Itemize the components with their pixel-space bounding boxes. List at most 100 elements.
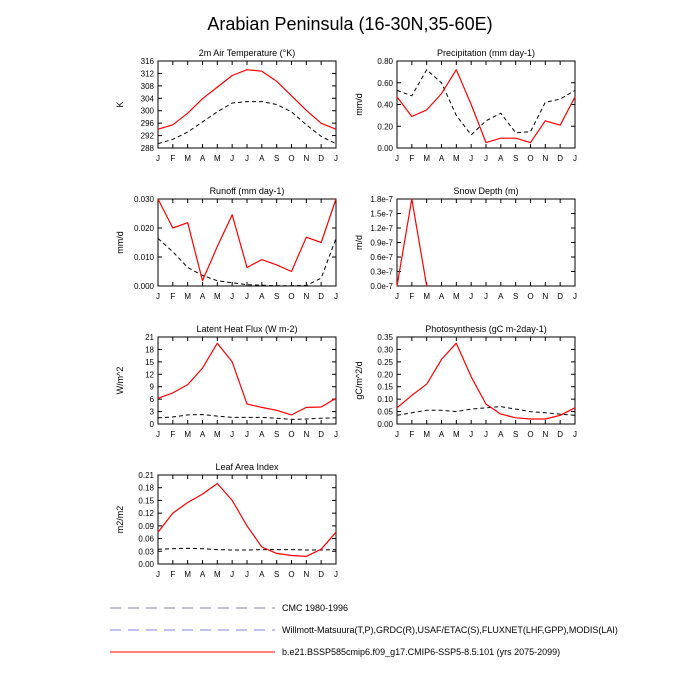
x-tick-label: N [542,154,548,163]
y-tick-label: 0.00 [138,560,154,569]
y-tick-label: 0.6e-7 [370,253,393,262]
panel-snow-depth: Snow Depth (m) m/d 0.0e-7 0.3e-7 0.6e-7 0.9e-… [354,186,577,301]
x-tick-label: J [334,430,338,439]
panel-title: Snow Depth (m) [453,186,518,196]
panel-title: Runoff (mm day-1) [210,186,285,196]
y-tick-label: 0.09 [138,522,154,531]
legend-label: Willmott-Matsuura(T,P),GRDC(R),USAF/ETAC… [282,625,618,635]
x-tick-label: M [453,154,460,163]
x-tick-label: A [200,430,206,439]
y-tick-label: 0 [150,420,155,429]
x-tick-label: M [214,430,221,439]
x-tick-label: A [498,430,504,439]
x-tick-label: D [557,430,563,439]
y-tick-label: 0.03 [138,547,154,556]
y-tick-label: 0.30 [377,345,393,354]
y-tick-label: 0.020 [134,224,155,233]
y-tick-label: 1.5e-7 [370,210,393,219]
y-tick-label: 292 [141,132,155,141]
y-axis-label: K [115,101,125,107]
x-tick-label: A [439,292,445,301]
x-tick-label: D [557,292,563,301]
y-axis-label: W/m^2 [115,367,125,395]
x-tick-label: F [170,570,175,579]
x-tick-label: M [184,570,191,579]
x-tick-label: A [259,154,265,163]
y-tick-label: 1.2e-7 [370,224,393,233]
x-tick-label: J [156,154,160,163]
model-series-line [157,69,337,130]
y-tick-label: 9 [150,383,155,392]
y-tick-label: 3 [150,408,155,417]
model-series-line [396,69,576,144]
x-tick-label: J [230,154,234,163]
x-tick-label: J [469,154,473,163]
y-tick-label: 0.60 [377,79,393,88]
x-tick-label: J [573,430,577,439]
x-tick-label: J [395,292,399,301]
x-tick-label: J [245,154,249,163]
page-title: Arabian Peninsula (16-30N,35-60E) [207,14,492,34]
x-tick-label: M [423,430,430,439]
x-tick-label: F [170,292,175,301]
x-tick-label: M [184,430,191,439]
y-tick-label: 0.05 [377,408,393,417]
x-tick-label: J [156,292,160,301]
y-axis-label: m2/m2 [115,506,125,534]
panel-2m-air-temperature: 2m Air Temperature (°K) K 288 292 296 300 304 3… [115,48,338,163]
panel-title: Precipitation (mm day-1) [437,48,535,58]
y-axis-label: m/d [354,235,364,250]
x-tick-label: M [453,430,460,439]
x-tick-label: J [395,154,399,163]
y-tick-label: 0.9e-7 [370,239,393,248]
x-tick-label: J [334,154,338,163]
x-tick-label: J [469,430,473,439]
y-tick-label: 6 [150,395,155,404]
x-tick-label: F [409,292,414,301]
y-tick-label: 0.00 [377,144,393,153]
y-tick-label: 312 [141,69,155,78]
obs-series-line [396,69,576,136]
panel-title: Photosynthesis (gC m-2day-1) [425,324,547,334]
model-series-line [157,342,337,416]
panel-title: 2m Air Temperature (°K) [199,48,295,58]
x-tick-label: S [274,292,279,301]
obs-series-line [157,414,337,420]
x-tick-label: S [513,154,518,163]
obs-series-line [396,406,576,416]
plot-frame [157,474,337,565]
panel-photosynthesis: Photosynthesis (gC m-2day-1) gC/m^2/d 0.00… [354,324,577,439]
x-tick-label: J [469,292,473,301]
y-tick-label: 0.15 [138,496,154,505]
y-tick-label: 0.20 [377,122,393,131]
x-tick-label: N [303,430,309,439]
x-tick-label: F [409,154,414,163]
plot-frame [396,198,576,287]
y-tick-label: 0.40 [377,101,393,110]
y-tick-label: 18 [145,345,154,354]
x-tick-label: J [230,292,234,301]
y-tick-label: 1.8e-7 [370,195,393,204]
plot-frame [396,60,576,149]
y-axis-label: gC/m^2/d [354,361,364,399]
x-tick-label: O [288,292,294,301]
x-tick-label: J [245,430,249,439]
x-tick-label: O [288,570,294,579]
x-tick-label: J [484,154,488,163]
y-tick-label: 308 [141,82,155,91]
x-tick-label: M [423,292,430,301]
x-tick-label: A [498,154,504,163]
x-tick-label: M [184,154,191,163]
x-tick-label: D [557,154,563,163]
model-series-line [396,198,428,287]
x-tick-label: J [573,292,577,301]
x-tick-label: O [527,430,533,439]
panel-runoff: Runoff (mm day-1) mm/d 0.000 0.010 0.020 0.03… [115,186,338,301]
x-tick-label: S [274,570,279,579]
panel-title: Leaf Area Index [215,462,279,472]
y-tick-label: 300 [141,107,155,116]
x-tick-label: J [230,570,234,579]
x-tick-label: S [513,292,518,301]
